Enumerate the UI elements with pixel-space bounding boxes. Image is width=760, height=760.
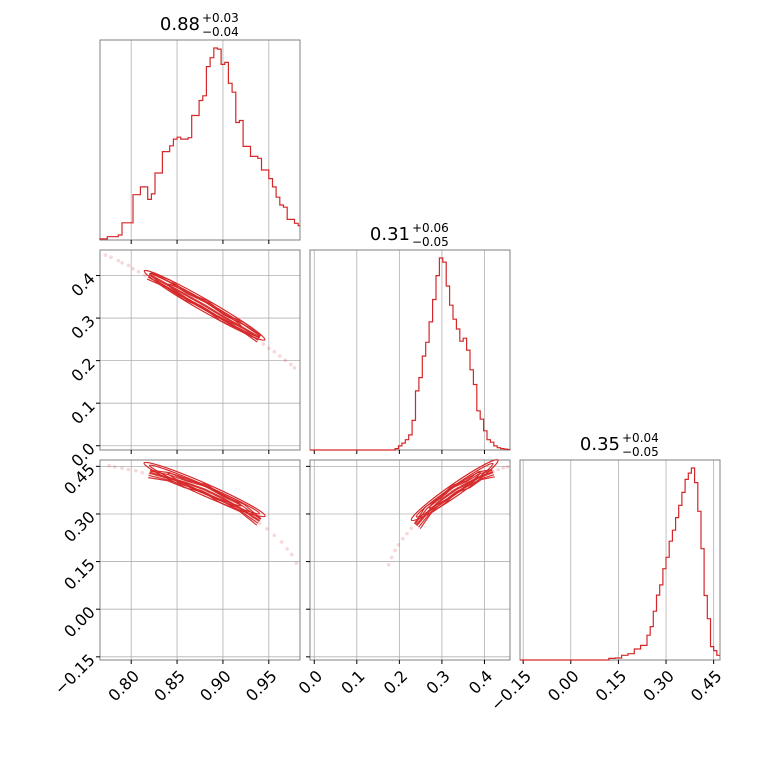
contour-ellipse (148, 464, 261, 515)
contour-ellipse (143, 461, 266, 518)
title-p0-center: 0.88 (160, 14, 200, 35)
scatter-point (501, 466, 505, 470)
x-tick-label-p1: 0.1 (337, 666, 368, 697)
hist-p1-panel (309, 249, 511, 454)
y-tick-label-p2: 0.30 (60, 507, 99, 546)
scatter-point (505, 465, 510, 469)
scatter-point (405, 531, 409, 536)
scatter-point (133, 468, 138, 473)
title-p0-minus: −0.04 (202, 25, 239, 39)
scatter-point (265, 527, 269, 531)
panel-frame (309, 459, 511, 661)
y-tick-label-p2: 0.00 (60, 603, 99, 642)
scatter-point (292, 366, 297, 370)
x-tick-label-p1: 0.2 (380, 666, 411, 697)
title-p1-minus: −0.05 (412, 235, 449, 249)
contour-ellipse (148, 273, 261, 338)
scatter-point (389, 555, 394, 560)
x-tick-label-p1: 0.4 (465, 666, 496, 697)
scatter-point (285, 547, 289, 551)
contour-ellipse (410, 459, 499, 522)
x-tick-label-p0: 0.85 (150, 666, 189, 705)
scatter-point (386, 562, 391, 567)
scatter-point (279, 540, 284, 544)
scatter-point (136, 269, 141, 274)
scatter-point (126, 467, 131, 472)
joint-p1-p2-panel (306, 459, 511, 664)
hist-p2-panel (519, 459, 721, 664)
joint-p0-p1-panel (96, 249, 301, 454)
title-p2-center: 0.35 (580, 434, 620, 455)
histogram-step-p2 (520, 467, 720, 661)
contour-ellipse (428, 471, 481, 509)
title-p2-plus: +0.04 (622, 431, 659, 445)
scatter-point (140, 470, 145, 475)
y-tick-label-p2: −0.15 (51, 650, 99, 698)
scatter-point (107, 463, 111, 468)
scatter-point (272, 533, 277, 538)
scatter-point (120, 466, 124, 471)
title-p0: 0.88 +0.03 −0.04 (160, 11, 239, 39)
contour-ellipse (415, 462, 494, 518)
scatter-point (283, 358, 288, 363)
x-tick-label-p0: 0.95 (242, 666, 281, 705)
scatter-point (294, 561, 299, 565)
scatter-point (257, 521, 262, 525)
x-tick-label-p2: 0.00 (544, 666, 583, 705)
scatter-point (409, 526, 414, 531)
y-tick-label-p2: 0.45 (60, 460, 99, 499)
contour-ellipse (167, 472, 242, 507)
scatter-point (103, 253, 108, 257)
panel-frame (519, 459, 721, 661)
tick-labels: 0.80 0.85 0.90 0.95 0.0 0.1 0.2 0.3 0.4−0.15 0.00… (51, 269, 726, 715)
title-p2-minus: −0.05 (622, 445, 659, 459)
x-tick-label-p0: 0.90 (196, 666, 235, 705)
panel-frame (99, 39, 301, 241)
scatter-point (126, 263, 131, 268)
y-tick-label-p2: 0.15 (60, 555, 99, 594)
y-tick-label-p1: 0.1 (67, 397, 98, 428)
scatter-point (289, 362, 293, 367)
scatter-point (393, 548, 397, 553)
scatter-point (400, 536, 405, 541)
scatter-point (267, 346, 271, 351)
histogram-step-p0 (99, 47, 300, 240)
panel-frame (309, 249, 511, 451)
x-tick-label-p0: 0.80 (104, 666, 143, 705)
panel-frame (99, 249, 301, 451)
scatter-point (131, 266, 135, 271)
y-tick-label-p1: 0.3 (67, 311, 98, 342)
panel-frame (99, 459, 301, 661)
scatter-point (261, 342, 266, 346)
x-tick-label-p2: 0.15 (592, 666, 631, 705)
joint-p0-p2-panel (96, 459, 301, 664)
title-p1-center: 0.31 (370, 224, 410, 245)
scatter-point (278, 354, 282, 358)
x-tick-label-p1: 0.3 (422, 666, 453, 697)
x-tick-label-p2: 0.30 (639, 666, 678, 705)
x-tick-label-p1: 0.0 (295, 666, 326, 697)
scatter-point (116, 258, 121, 263)
scatter-point (272, 349, 277, 354)
title-p2: 0.35 +0.04 −0.05 (580, 431, 659, 459)
title-p0-plus: +0.03 (202, 11, 239, 25)
scatter-point (496, 467, 500, 472)
scatter-point (289, 552, 294, 557)
x-tick-label-p2: −0.15 (487, 666, 535, 714)
scatter-point (396, 542, 401, 547)
scatter-point (120, 260, 124, 265)
scatter-point (112, 465, 117, 469)
title-p1-plus: +0.06 (412, 221, 449, 235)
contour-ellipse (143, 269, 266, 341)
contour-ellipse (167, 283, 242, 328)
scatter-point (109, 255, 113, 260)
x-tick-label-p2: 0.45 (687, 666, 726, 705)
y-tick-label-p1: 0.4 (67, 269, 98, 300)
title-p1: 0.31 +0.06 −0.05 (370, 221, 449, 249)
contour-line (148, 273, 261, 339)
y-tick-label-p1: 0.2 (67, 354, 98, 385)
histogram-step-p1 (310, 257, 510, 451)
hist-p0-panel (99, 39, 301, 244)
